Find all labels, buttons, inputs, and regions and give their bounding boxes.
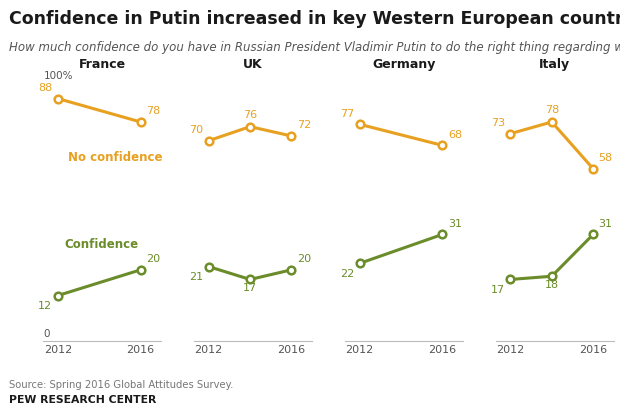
Text: 88: 88 <box>38 83 52 93</box>
Text: 20: 20 <box>146 254 160 264</box>
Text: 31: 31 <box>448 219 462 229</box>
Title: Germany: Germany <box>373 58 436 71</box>
Text: 17: 17 <box>243 283 257 293</box>
Text: 58: 58 <box>599 153 613 163</box>
Text: 17: 17 <box>491 285 505 295</box>
Text: Confidence in Putin increased in key Western European countries: Confidence in Putin increased in key Wes… <box>9 10 620 28</box>
Text: 22: 22 <box>340 269 354 279</box>
Text: 18: 18 <box>545 280 559 290</box>
Text: Confidence: Confidence <box>64 238 138 251</box>
Text: 68: 68 <box>448 130 462 140</box>
Text: 78: 78 <box>146 106 161 116</box>
Text: How much confidence do you have in Russian President Vladimir Putin to do the ri: How much confidence do you have in Russi… <box>9 41 620 54</box>
Text: 72: 72 <box>297 120 311 131</box>
Text: 31: 31 <box>599 219 613 229</box>
Text: PEW RESEARCH CENTER: PEW RESEARCH CENTER <box>9 395 157 403</box>
Text: 70: 70 <box>189 125 203 135</box>
Text: 77: 77 <box>340 109 354 119</box>
Text: 73: 73 <box>491 118 505 128</box>
Text: 20: 20 <box>297 254 311 264</box>
Text: 21: 21 <box>189 272 203 282</box>
Text: 78: 78 <box>544 105 559 115</box>
Text: 12: 12 <box>38 301 52 311</box>
Title: Italy: Italy <box>539 58 570 71</box>
Text: 76: 76 <box>243 110 257 120</box>
Title: France: France <box>79 58 126 71</box>
Text: 0: 0 <box>43 329 50 339</box>
Text: Source: Spring 2016 Global Attitudes Survey.: Source: Spring 2016 Global Attitudes Sur… <box>9 380 234 390</box>
Title: UK: UK <box>244 58 263 71</box>
Text: No confidence: No confidence <box>68 151 162 164</box>
Text: 100%: 100% <box>43 71 73 81</box>
